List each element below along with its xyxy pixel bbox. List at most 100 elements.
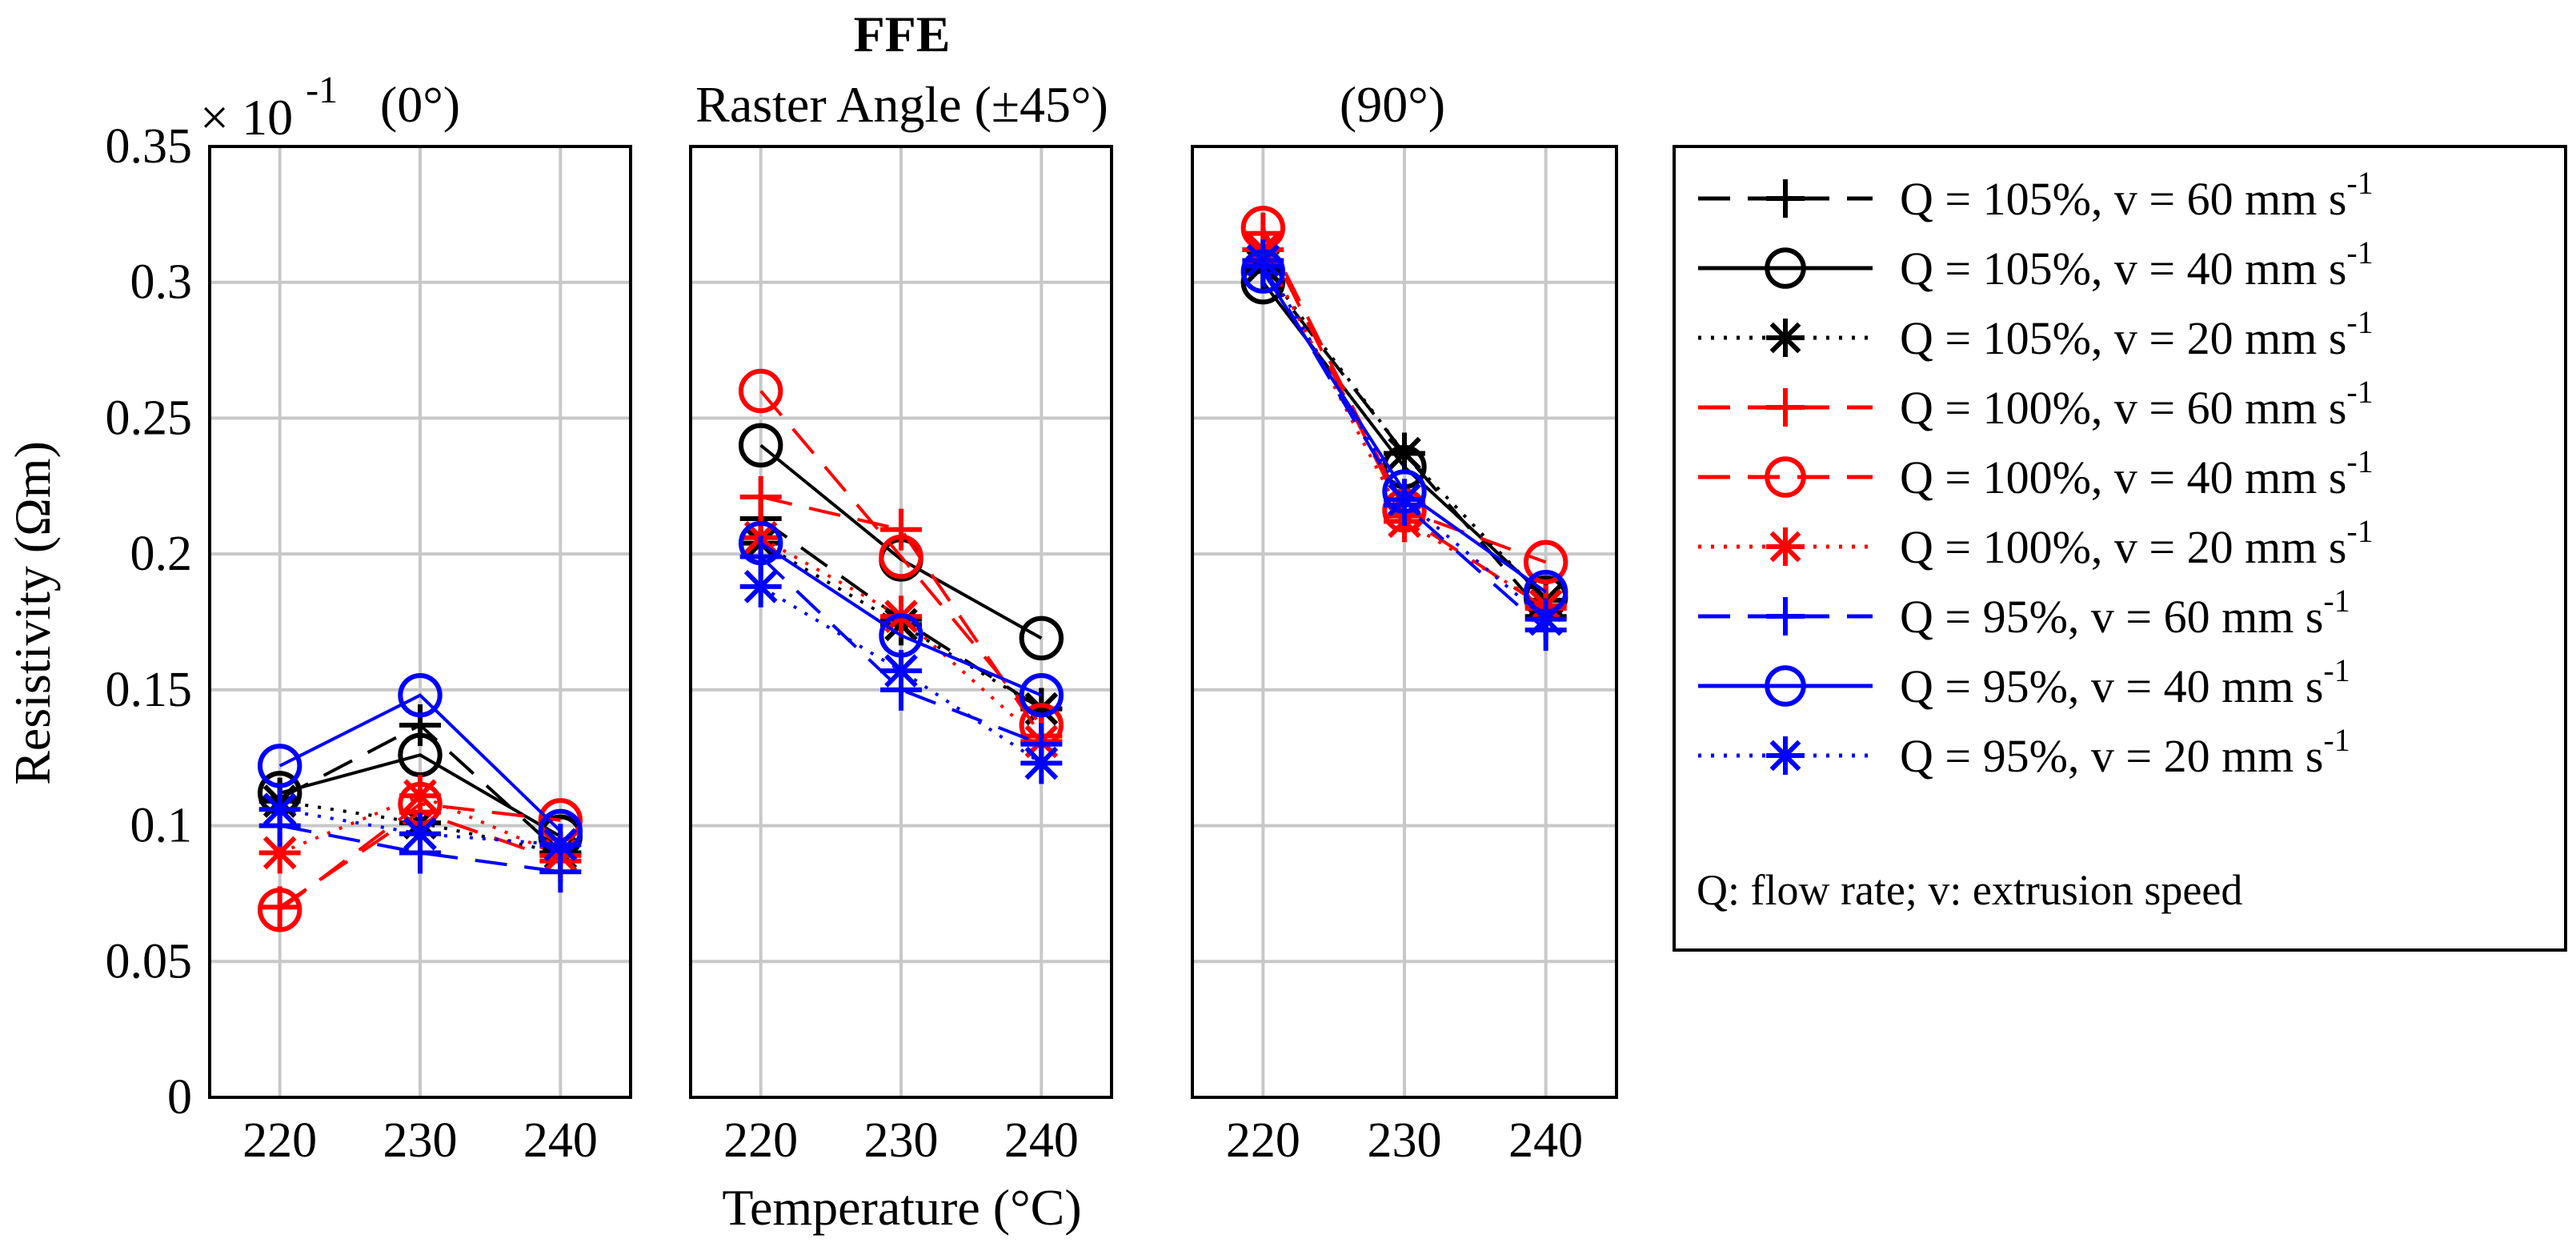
panel-0deg-grid — [210, 145, 631, 1099]
panel-45deg-series-line-7 — [759, 541, 1043, 697]
y-tick-labels: 0 0.05 0.1 0.15 0.2 0.25 0.3 0.35 — [106, 119, 193, 1125]
legend-entry-6: Q = 95%, v = 60 mm s-1 — [1698, 583, 2350, 643]
legend-marker-7 — [1765, 665, 1806, 707]
legend: Q = 105%, v = 60 mm s-1Q = 105%, v = 40 … — [1673, 145, 2567, 952]
panel-0deg-point-s0-1 — [399, 704, 441, 746]
legend-entry-7: Q = 95%, v = 40 mm s-1 — [1698, 652, 2350, 712]
legend-entry-4: Q = 100%, v = 40 mm s-1 — [1698, 443, 2374, 503]
legend-marker-6 — [1766, 597, 1805, 636]
panel-90deg-series-line-8 — [1261, 259, 1547, 621]
legend-marker-0 — [1766, 179, 1805, 218]
legend-label-7: Q = 95%, v = 40 mm s-1 — [1900, 652, 2350, 712]
legend-label-4: Q = 100%, v = 40 mm s-1 — [1900, 443, 2374, 503]
panel-0deg-series — [257, 672, 583, 932]
panel-90deg-title: (90°) — [1340, 76, 1445, 133]
y-tick-label-2: 0.1 — [130, 799, 193, 853]
legend-marker-1 — [1765, 247, 1806, 289]
legend-entry-2: Q = 105%, v = 20 mm s-1 — [1698, 304, 2374, 364]
legend-entry-3: Q = 100%, v = 60 mm s-1 — [1698, 374, 2374, 434]
panel-45deg-point-s7-2 — [1019, 672, 1064, 718]
legend-label-1: Q = 105%, v = 40 mm s-1 — [1900, 235, 2374, 295]
legend-footer: Q: flow rate; v: extrusion speed — [1697, 866, 2242, 914]
legend-label-sup-3: -1 — [2346, 374, 2373, 410]
y-tick-label-6: 0.3 — [130, 255, 193, 310]
panel-45deg-point-s7-0 — [738, 520, 783, 566]
legend-label-text-0: Q = 105%, v = 60 mm s — [1900, 173, 2346, 225]
legend-label-text-1: Q = 105%, v = 40 mm s — [1900, 243, 2346, 295]
legend-label-text-4: Q = 100%, v = 40 mm s — [1900, 451, 2346, 503]
panel-0deg-point-s7-1 — [398, 672, 443, 718]
y-axis-label: Resistivity (Ωm) — [4, 441, 61, 785]
y-exponent-power: -1 — [306, 69, 338, 111]
y-tick-label-3: 0.15 — [106, 663, 193, 717]
panel-45deg-point-s4-0 — [738, 368, 783, 414]
panel-45deg-point-s4-1 — [879, 534, 923, 579]
panel-90deg-x-tick-label-0: 220 — [1226, 1113, 1300, 1168]
panel-90deg-point-s2-1 — [1384, 432, 1425, 475]
panel-45deg — [689, 145, 1113, 1099]
legend-marker-3 — [1766, 388, 1805, 427]
panel-90deg-point-s8-2 — [1524, 598, 1567, 640]
legend-label-text-5: Q = 100%, v = 20 mm s — [1900, 521, 2346, 573]
panel-0deg-frame — [208, 145, 632, 1099]
legend-label-8: Q = 95%, v = 20 mm s-1 — [1900, 722, 2350, 782]
panel-0deg-point-s1-1 — [398, 732, 443, 778]
legend-label-text-8: Q = 95%, v = 20 mm s — [1900, 730, 2323, 782]
legend-label-sup-4: -1 — [2346, 443, 2373, 479]
legend-label-sup-6: -1 — [2323, 583, 2350, 619]
legend-label-text-7: Q = 95%, v = 40 mm s — [1900, 660, 2323, 712]
legend-label-0: Q = 105%, v = 60 mm s-1 — [1900, 165, 2374, 225]
panel-45deg-x-tick-label-0: 220 — [723, 1113, 798, 1168]
panel-90deg-point-s8-0 — [1242, 239, 1284, 282]
y-exponent-base: × 10 — [200, 89, 293, 146]
panel-0deg-x-tick-label-0: 220 — [242, 1113, 317, 1168]
panel-0deg-series-line-7 — [278, 693, 562, 832]
panel-45deg-series — [738, 368, 1064, 784]
figure-subtitle: Raster Angle (±45°) — [695, 76, 1108, 133]
legend-marker-4 — [1765, 456, 1806, 498]
panel-45deg-series-line-4 — [759, 390, 1043, 727]
legend-box — [1673, 145, 2567, 952]
panel-45deg-point-s3-1 — [880, 508, 922, 551]
panel-45deg-frame — [689, 145, 1113, 1099]
panel-45deg-point-s8-1 — [880, 650, 922, 692]
panel-45deg-series-line-5 — [759, 536, 1043, 743]
panel-0deg-x-tick-label-1: 230 — [383, 1113, 458, 1168]
legend-entry-5: Q = 100%, v = 20 mm s-1 — [1698, 513, 2374, 573]
y-exponent: × 10 -1 — [200, 69, 338, 146]
panel-0deg-point-s8-1 — [399, 812, 441, 855]
legend-label-text-6: Q = 95%, v = 60 mm s — [1900, 591, 2323, 643]
panel-45deg-series-line-2 — [759, 541, 1043, 711]
figure-title: FFE — [854, 6, 951, 62]
panel-0deg-point-s3-0 — [258, 886, 301, 928]
y-tick-label-4: 0.2 — [130, 527, 193, 581]
panel-0deg: (0°) — [208, 76, 632, 1099]
legend-entry-1: Q = 105%, v = 40 mm s-1 — [1698, 235, 2374, 295]
panel-90deg-point-s8-1 — [1384, 479, 1425, 521]
panel-45deg-series-line-6 — [759, 555, 1043, 746]
legend-entry-8: Q = 95%, v = 20 mm s-1 — [1698, 722, 2350, 782]
legend-label-text-2: Q = 105%, v = 20 mm s — [1900, 312, 2346, 364]
y-tick-label-0: 0 — [167, 1070, 192, 1125]
panel-0deg-x-tick-label-2: 240 — [523, 1113, 598, 1168]
legend-label-sup-7: -1 — [2323, 652, 2350, 688]
panel-0deg-point-s5-1 — [399, 775, 441, 817]
legend-label-2: Q = 105%, v = 20 mm s-1 — [1900, 304, 2374, 364]
legend-marker-8 — [1766, 736, 1805, 775]
panel-0deg-point-s4-0 — [257, 888, 302, 932]
panel-0deg-title: (0°) — [380, 76, 460, 133]
panel-45deg-point-s3-0 — [739, 475, 782, 518]
panel-90deg-x-tick-label-1: 230 — [1368, 1113, 1442, 1168]
panel-90deg-frame — [1191, 145, 1618, 1099]
x-axis-label: Temperature (°C) — [722, 1179, 1081, 1236]
panel-45deg-point-s1-0 — [738, 423, 783, 468]
panel-0deg-point-s7-0 — [257, 744, 302, 788]
panel-45deg-point-s8-0 — [739, 565, 782, 607]
panel-90deg-x-tick-label-2: 240 — [1508, 1113, 1583, 1168]
legend-label-text-3: Q = 100%, v = 60 mm s — [1900, 382, 2346, 434]
panel-45deg-x-tick-label-2: 240 — [1004, 1113, 1079, 1168]
panel-45deg-x-tick-label-1: 230 — [864, 1113, 939, 1168]
legend-label-sup-1: -1 — [2346, 235, 2373, 271]
y-tick-label-7: 0.35 — [106, 119, 193, 174]
